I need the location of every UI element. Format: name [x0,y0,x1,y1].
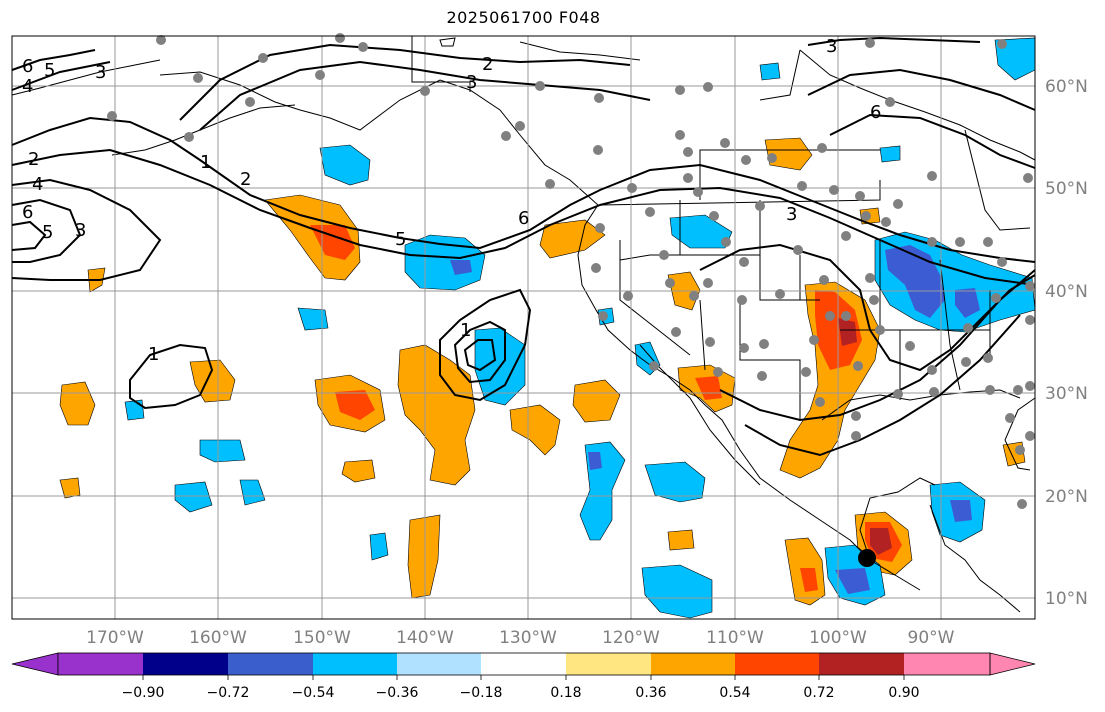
colorbar-segment [819,653,904,675]
contour-label: 4 [22,76,33,97]
colorbar-segment [58,653,143,675]
colorbar-segment [143,653,228,675]
lon-label: 130°W [499,628,557,648]
colorbar-segment [397,653,481,675]
contour-label: 5 [44,60,55,81]
station-markers [107,33,1035,509]
colorbar-frame [57,652,991,676]
colorbar-tick-label: 0.90 [888,685,919,701]
lon-label: 90°W [908,628,955,648]
contour-label: 6 [22,56,33,77]
lon-label: 170°W [86,628,144,648]
colorbar-segment [651,653,735,675]
contour-label: 1 [460,320,471,341]
colorbar-segment [904,653,990,675]
colorbar-extend-high [989,652,1036,676]
shaded-fields [59,37,1036,619]
contour-label: 6 [870,102,881,123]
lon-label: 150°W [293,628,351,648]
lat-label: 40°N [1045,282,1088,302]
lat-label: 50°N [1045,179,1088,199]
colorbar-tick-label: −0.90 [122,685,165,701]
colorbar-tick-label: 0.36 [635,685,666,701]
colorbar-extend-low [11,652,59,676]
colorbar-segment [735,653,819,675]
contour-label: 2 [28,149,39,170]
lon-label: 160°W [189,628,247,648]
storm-center-marker [858,549,876,567]
colorbar-tick-label: 0.72 [803,685,834,701]
colorbar-segment [228,653,313,675]
coastlines-and-borders [11,36,1036,613]
lon-axis-labels: 170°W 160°W 150°W 140°W 130°W 120°W 110°… [86,628,955,648]
contour-label: 3 [826,36,837,57]
lon-label: 110°W [706,628,764,648]
lat-label: 30°N [1045,384,1088,404]
contour-labels: 6 5 4 3 2 1 2 3 4 5 6 1 2 5 6 3 6 3 3 1 [22,36,881,365]
contour-label: 3 [75,220,86,241]
contour-label: 2 [240,169,251,190]
contour-label: 2 [482,54,493,75]
contour-label: 3 [786,204,797,225]
contour-label: 4 [32,174,43,195]
contour-label: 6 [518,208,529,229]
lat-axis-labels: 60°N 50°N 40°N 30°N 20°N 10°N [1045,77,1088,609]
colorbar-segment [566,653,651,675]
contour-label: 1 [148,344,159,365]
map-frame [11,35,1036,620]
colorbar-tick-label: −0.72 [207,685,250,701]
contour-label: 5 [42,222,53,243]
contour-label: 6 [22,202,33,223]
lat-label: 10°N [1045,589,1088,609]
contour-label: 3 [95,62,106,83]
colorbar-tick-label: −0.36 [376,685,419,701]
map-title: 2025061700 F048 [446,8,601,27]
grid-lines [12,36,1035,619]
colorbar-tick-label: 0.54 [719,685,750,701]
colorbar-segment [481,653,566,675]
lon-label: 100°W [809,628,867,648]
lon-label: 120°W [602,628,660,648]
colorbar-tick-label: −0.18 [460,685,503,701]
lat-label: 20°N [1045,487,1088,507]
contour-label: 1 [200,152,211,173]
colorbar: −0.90 −0.72 −0.54 −0.36 −0.18 0.18 0.36 … [11,652,1036,701]
colorbar-segment [313,653,397,675]
lat-label: 60°N [1045,77,1088,97]
colorbar-tick-label: 0.18 [550,685,581,701]
contour-label: 3 [466,72,477,93]
contour-lines [11,36,1036,457]
colorbar-tick-label: −0.54 [292,685,335,701]
contour-label: 5 [395,229,406,250]
lon-label: 140°W [396,628,454,648]
